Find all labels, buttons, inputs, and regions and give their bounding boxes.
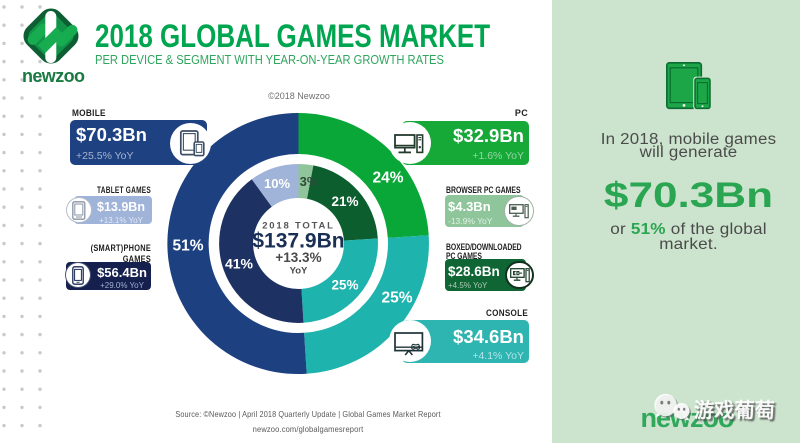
svg-text:25%: 25% <box>381 290 412 307</box>
svg-text:2018 TOTAL: 2018 TOTAL <box>262 221 335 232</box>
svg-text:$137.9Bn: $137.9Bn <box>252 230 344 253</box>
svg-text:+13.3%: +13.3% <box>275 250 321 265</box>
svg-text:10%: 10% <box>264 176 290 191</box>
svg-text:3%: 3% <box>300 174 319 189</box>
svg-text:51%: 51% <box>172 238 203 255</box>
svg-text:21%: 21% <box>331 194 358 209</box>
svg-text:YoY: YoY <box>290 266 308 277</box>
svg-text:41%: 41% <box>225 256 254 272</box>
svg-text:25%: 25% <box>331 278 358 293</box>
svg-text:24%: 24% <box>372 170 403 187</box>
